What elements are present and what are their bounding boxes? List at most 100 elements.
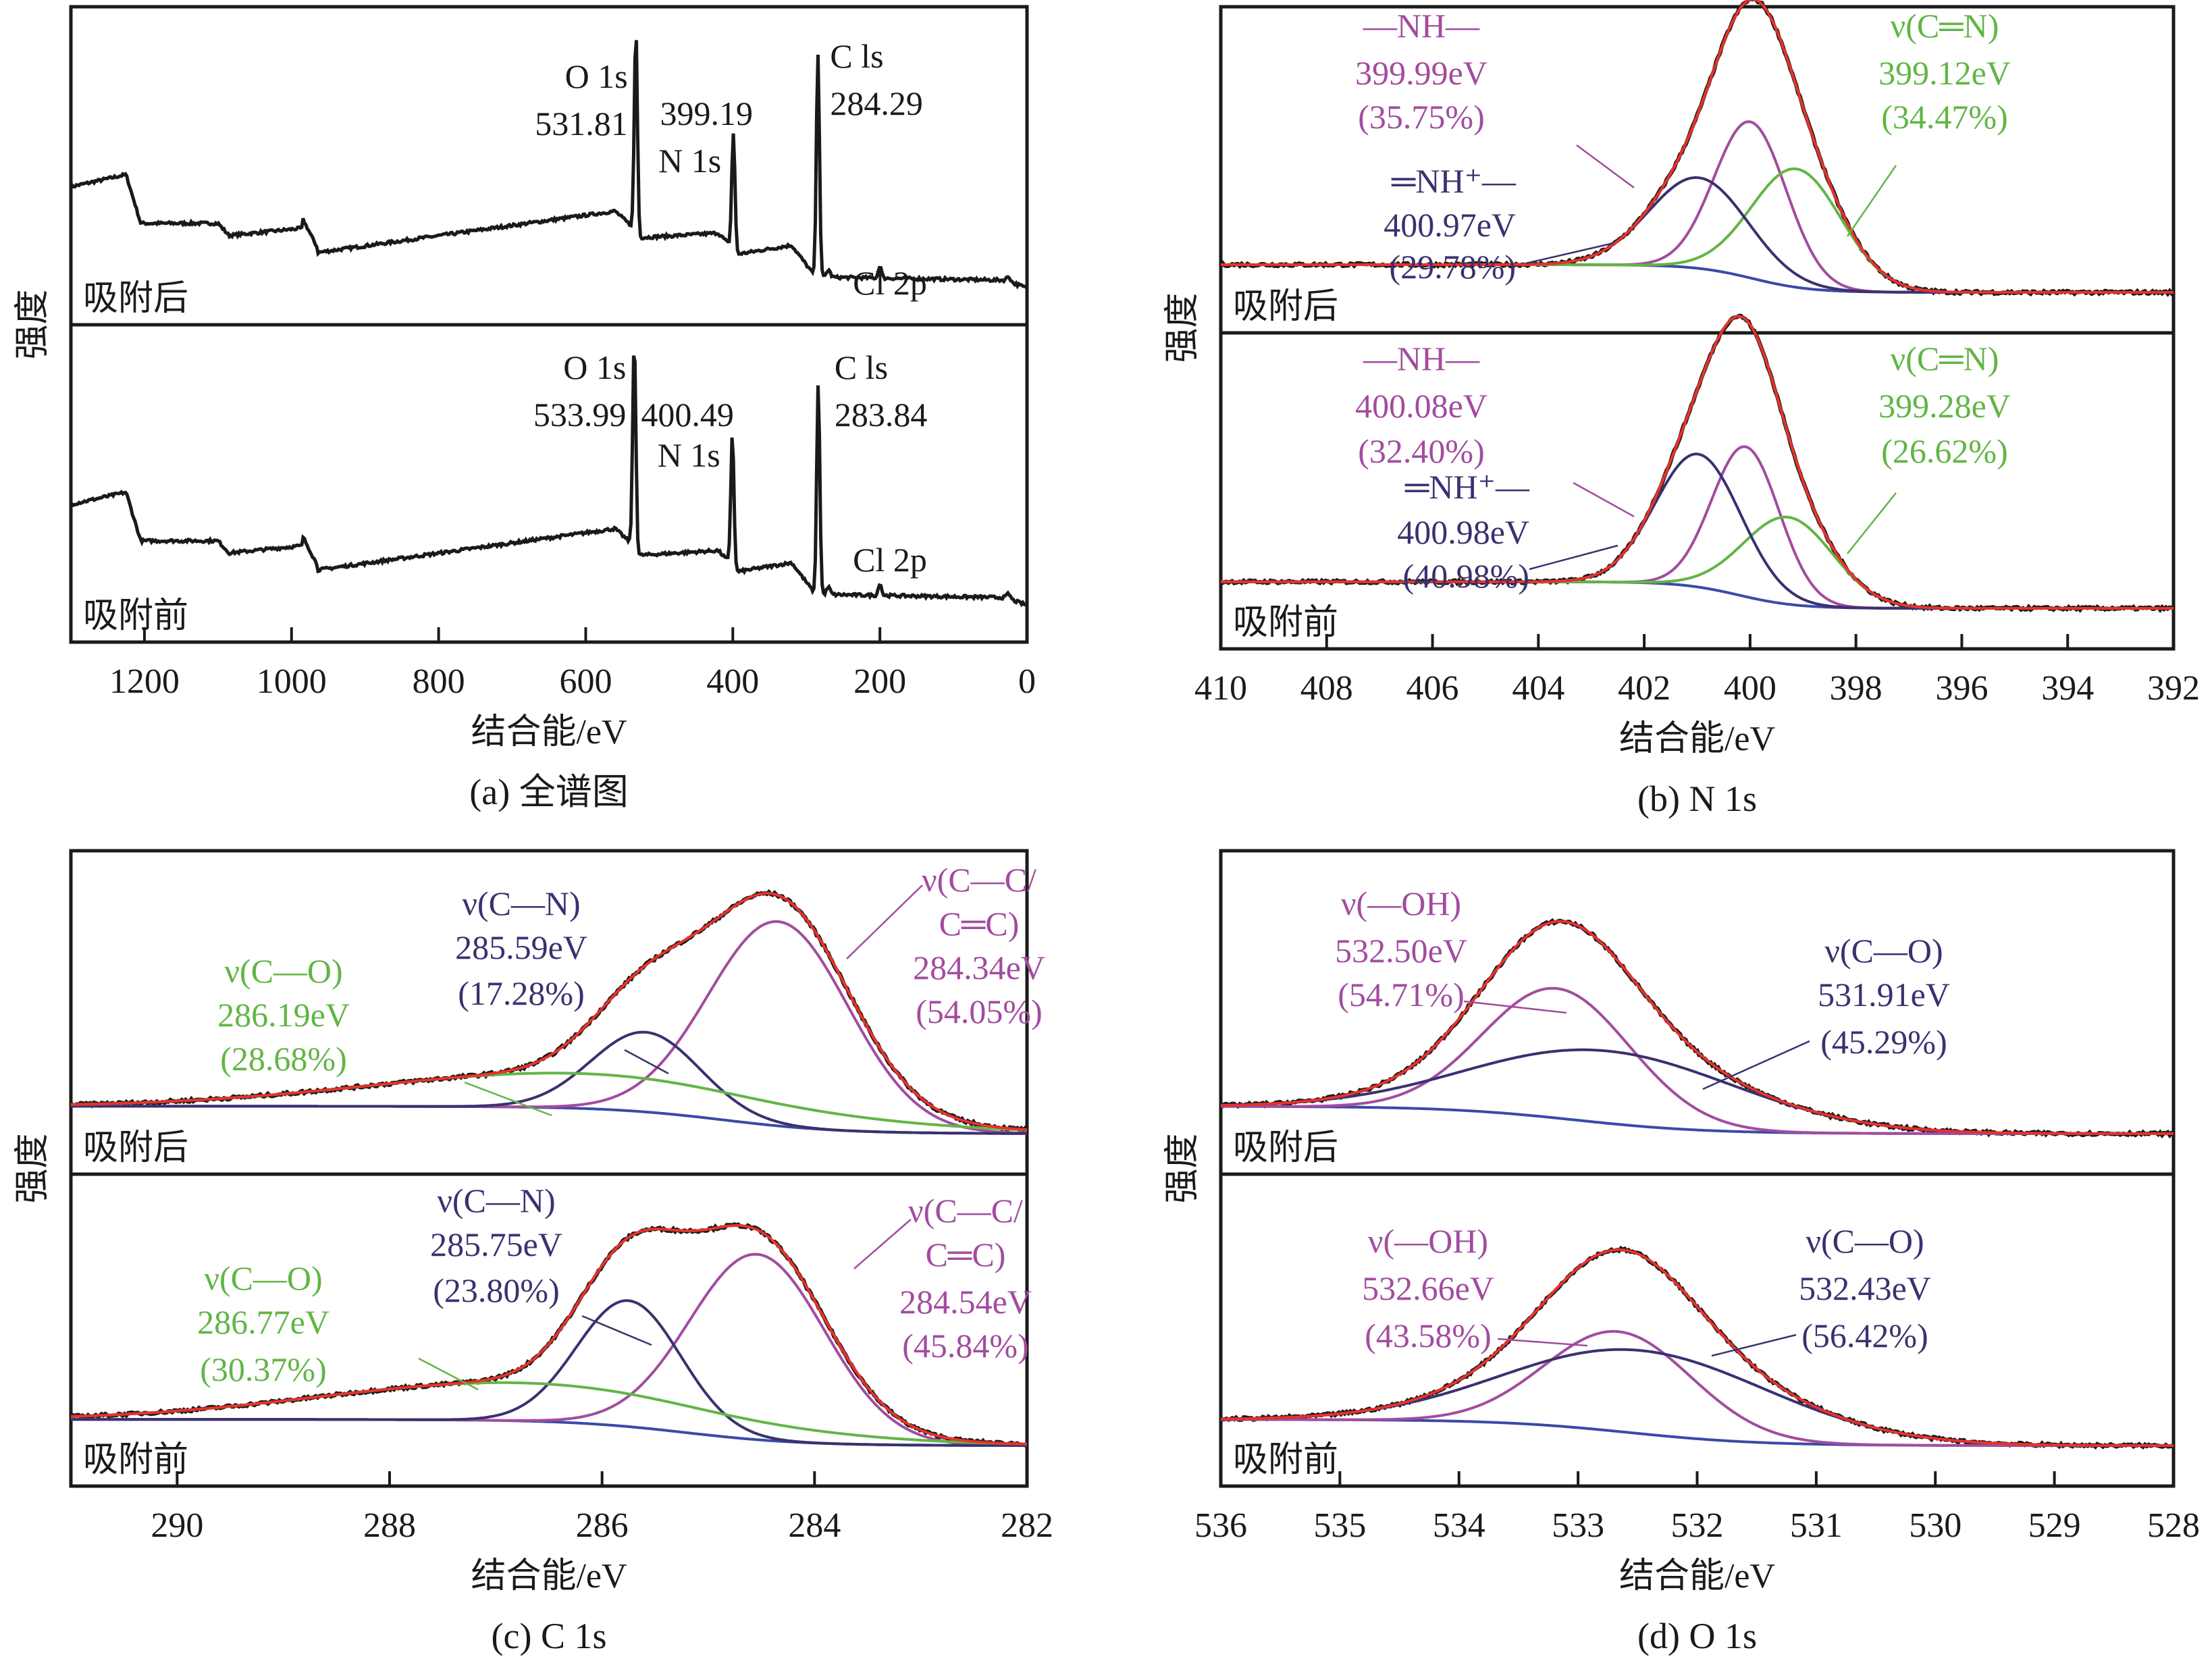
sample-label: 吸附前 <box>83 1440 188 1480</box>
component-label: 400.97eV <box>1384 206 1516 244</box>
leader-line <box>581 1315 652 1346</box>
component-label: 286.77eV <box>197 1303 330 1341</box>
leader-line <box>1847 492 1897 554</box>
fit-component <box>1221 1348 2174 1447</box>
x-tick-label: 286 <box>576 1506 629 1545</box>
y-axis-title: 强度 <box>12 289 53 359</box>
component-label: ν(C—C/ <box>908 1192 1023 1230</box>
sample-label: 吸附后 <box>83 278 188 319</box>
leader-line <box>1525 242 1614 265</box>
background-line <box>1221 1418 2174 1447</box>
x-tick-label: 535 <box>1313 1506 1366 1545</box>
x-axis-title: 结合能/eV <box>471 713 627 751</box>
component-label: (43.58%) <box>1365 1317 1491 1354</box>
x-tick-label: 800 <box>413 662 465 701</box>
component-label: 285.75eV <box>430 1225 562 1263</box>
component-label: —NH— <box>1363 7 1480 45</box>
x-tick-label: 398 <box>1830 669 1882 708</box>
peak-label: 531.81 <box>535 105 628 142</box>
component-label: 532.43eV <box>1799 1269 1931 1307</box>
peak-label: 533.99 <box>533 396 627 433</box>
x-tick-label: 532 <box>1671 1506 1724 1545</box>
component-label: ν(C—O) <box>224 952 342 990</box>
component-label: ν(C—N) <box>437 1182 555 1219</box>
x-tick-label: 531 <box>1790 1506 1843 1545</box>
peak-label: 399.19 <box>660 95 753 132</box>
sample-label: 吸附后 <box>83 1128 188 1168</box>
component-label: 532.50eV <box>1335 932 1467 970</box>
component-label: (54.05%) <box>916 993 1042 1030</box>
component-label: ν(C—C/ <box>922 861 1036 899</box>
x-axis-title: 结合能/eV <box>471 1557 627 1595</box>
fit-component <box>1221 120 2174 294</box>
x-tick-label: 402 <box>1618 669 1670 708</box>
peak-label: O 1s <box>563 348 626 386</box>
component-label: 284.34eV <box>913 949 1045 986</box>
fit-envelope <box>1221 0 2174 294</box>
fit-component <box>1221 515 2174 610</box>
component-label: ν(—OH) <box>1341 885 1461 922</box>
x-tick-label: 600 <box>559 662 612 701</box>
component-label: (34.47%) <box>1881 98 2007 136</box>
fit-component <box>71 1072 1028 1132</box>
fit-envelope <box>70 1224 1027 1446</box>
component-label: 400.98eV <box>1397 513 1529 551</box>
chart-caption: (c) C 1s <box>492 1616 607 1656</box>
component-label: 531.91eV <box>1818 976 1950 1013</box>
component-label: 399.12eV <box>1878 54 2011 92</box>
leader-line <box>846 885 923 959</box>
component-label: (54.71%) <box>1338 976 1464 1013</box>
leader-line <box>624 1049 669 1075</box>
fit-envelope <box>71 892 1028 1132</box>
background-line <box>71 1418 1027 1447</box>
fit-component <box>1221 1329 2174 1447</box>
component-label: ν(—OH) <box>1368 1222 1488 1260</box>
x-tick-label: 529 <box>2028 1506 2081 1545</box>
component-label: (17.28%) <box>458 974 584 1012</box>
component-label: C═C) <box>939 905 1020 943</box>
leader-line <box>1529 544 1618 571</box>
y-axis-title: 强度 <box>12 1133 53 1203</box>
x-tick-label: 394 <box>2041 669 2094 708</box>
leader-line <box>1497 1338 1588 1347</box>
component-label: ν(C—O) <box>204 1259 322 1297</box>
leader-line <box>418 1357 479 1391</box>
peak-label: Cl 2p <box>853 264 927 302</box>
component-label: ν(C═N) <box>1891 340 1999 377</box>
component-label: 399.99eV <box>1355 54 1487 92</box>
chart-caption: (b) N 1s <box>1637 778 1757 819</box>
component-label: 532.66eV <box>1362 1269 1494 1307</box>
component-label: (28.68%) <box>220 1040 346 1078</box>
x-tick-label: 530 <box>1909 1506 1961 1545</box>
leader-line <box>1702 1040 1810 1090</box>
peak-label: C ls <box>830 37 883 75</box>
chart-c: 290 288 286 284 282 结合能/eV (c) C 1s 强度 吸附后 ν(C—C/… <box>12 849 1053 1656</box>
x-tick-label: 282 <box>1001 1506 1053 1545</box>
peak-label: Cl 2p <box>853 541 927 579</box>
component-label: (35.75%) <box>1358 98 1484 136</box>
x-tick-label: 1200 <box>109 662 180 701</box>
component-label: 285.59eV <box>455 928 587 966</box>
plot-frame <box>1219 5 2176 651</box>
x-tick-label: 1000 <box>257 662 327 701</box>
component-label: ═NH⁺— <box>1404 468 1530 506</box>
chart-caption: (d) O 1s <box>1637 1616 1757 1656</box>
chart-b: 410 408 406 404 402 400 398 396 394 392 结合能/eV (b) … <box>1162 0 2200 819</box>
component-label: 399.28eV <box>1878 387 2011 425</box>
x-tick-label: 528 <box>2147 1506 2200 1545</box>
component-label: (45.29%) <box>1820 1023 1947 1061</box>
sample-label: 吸附前 <box>1233 602 1338 643</box>
leader-line <box>1711 1334 1797 1357</box>
survey-spectrum <box>69 40 1029 290</box>
background-line <box>1221 263 2174 294</box>
peak-label: C ls <box>835 348 888 386</box>
component-label: —NH— <box>1363 340 1480 377</box>
component-label: (29.78%) <box>1390 248 1516 286</box>
leader-line <box>1576 144 1635 189</box>
component-label: ν(C—N) <box>462 885 580 922</box>
x-tick-label: 406 <box>1406 669 1459 708</box>
component-label: ν(C—O) <box>1824 932 1943 970</box>
x-tick-label: 536 <box>1194 1506 1247 1545</box>
survey-spectrum <box>70 355 1027 608</box>
